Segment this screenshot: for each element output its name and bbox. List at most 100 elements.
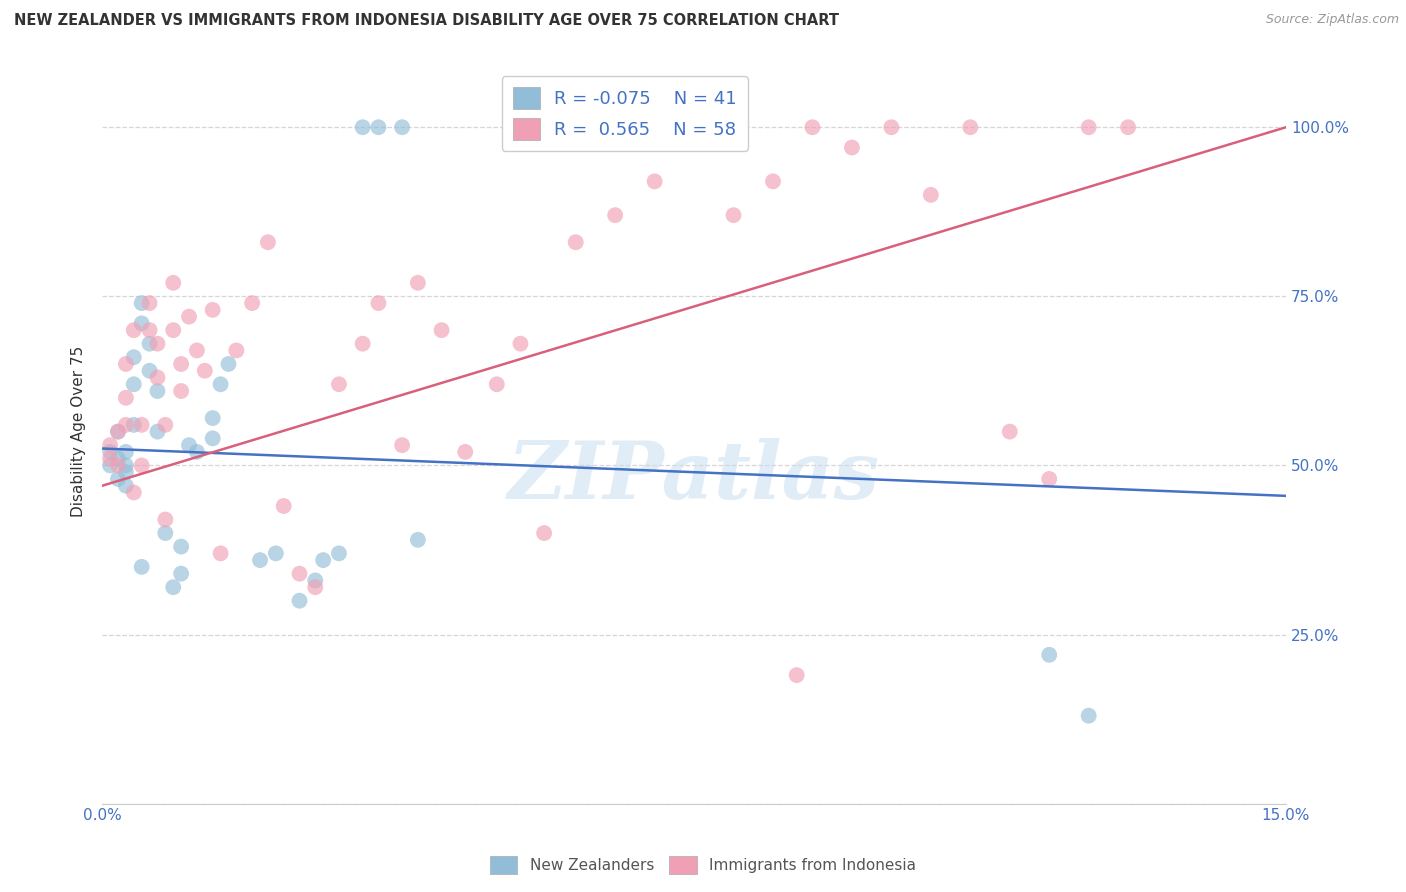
Point bbox=[177, 310, 200, 324]
Point bbox=[304, 574, 326, 588]
Point bbox=[264, 546, 287, 560]
Point bbox=[605, 208, 627, 222]
Point bbox=[391, 120, 413, 135]
Point bbox=[273, 499, 295, 513]
Point bbox=[115, 479, 138, 493]
Point bbox=[155, 417, 177, 432]
Point bbox=[170, 357, 193, 371]
Point bbox=[138, 364, 160, 378]
Point bbox=[115, 445, 138, 459]
Point bbox=[367, 296, 389, 310]
Point bbox=[1038, 472, 1060, 486]
Point bbox=[170, 384, 193, 398]
Point bbox=[131, 458, 153, 473]
Point bbox=[162, 276, 184, 290]
Point bbox=[107, 472, 129, 486]
Point bbox=[218, 357, 240, 371]
Legend: New Zealanders, Immigrants from Indonesia: New Zealanders, Immigrants from Indonesi… bbox=[484, 850, 922, 880]
Text: Source: ZipAtlas.com: Source: ZipAtlas.com bbox=[1265, 13, 1399, 27]
Point bbox=[328, 377, 350, 392]
Point bbox=[146, 370, 169, 384]
Point bbox=[998, 425, 1021, 439]
Point bbox=[288, 593, 311, 607]
Point bbox=[107, 451, 129, 466]
Point bbox=[249, 553, 271, 567]
Point bbox=[170, 540, 193, 554]
Point bbox=[115, 417, 138, 432]
Point bbox=[430, 323, 453, 337]
Point bbox=[138, 336, 160, 351]
Point bbox=[122, 485, 145, 500]
Point bbox=[328, 546, 350, 560]
Text: NEW ZEALANDER VS IMMIGRANTS FROM INDONESIA DISABILITY AGE OVER 75 CORRELATION CH: NEW ZEALANDER VS IMMIGRANTS FROM INDONES… bbox=[14, 13, 839, 29]
Point bbox=[131, 317, 153, 331]
Point bbox=[138, 296, 160, 310]
Point bbox=[391, 438, 413, 452]
Point bbox=[186, 445, 208, 459]
Point bbox=[352, 120, 374, 135]
Point bbox=[1038, 648, 1060, 662]
Point bbox=[138, 323, 160, 337]
Point bbox=[644, 174, 666, 188]
Point bbox=[454, 445, 477, 459]
Point bbox=[155, 526, 177, 541]
Point bbox=[131, 296, 153, 310]
Point bbox=[122, 350, 145, 364]
Point bbox=[209, 546, 232, 560]
Point bbox=[1077, 120, 1099, 135]
Point bbox=[122, 377, 145, 392]
Point bbox=[1116, 120, 1139, 135]
Point bbox=[115, 465, 138, 479]
Point bbox=[98, 438, 121, 452]
Point bbox=[406, 276, 429, 290]
Point bbox=[1077, 708, 1099, 723]
Point bbox=[107, 425, 129, 439]
Point bbox=[485, 377, 508, 392]
Point bbox=[146, 384, 169, 398]
Point bbox=[367, 120, 389, 135]
Point bbox=[122, 323, 145, 337]
Point bbox=[406, 533, 429, 547]
Point bbox=[920, 187, 942, 202]
Point bbox=[131, 417, 153, 432]
Point bbox=[304, 580, 326, 594]
Point bbox=[683, 120, 706, 135]
Point bbox=[225, 343, 247, 358]
Point bbox=[98, 458, 121, 473]
Point bbox=[240, 296, 263, 310]
Point bbox=[115, 357, 138, 371]
Point bbox=[201, 411, 224, 425]
Point bbox=[107, 458, 129, 473]
Point bbox=[801, 120, 824, 135]
Point bbox=[786, 668, 808, 682]
Text: ZIPatlas: ZIPatlas bbox=[508, 437, 880, 515]
Point bbox=[509, 336, 531, 351]
Point bbox=[162, 580, 184, 594]
Point bbox=[146, 425, 169, 439]
Point bbox=[880, 120, 903, 135]
Point bbox=[170, 566, 193, 581]
Point bbox=[723, 208, 745, 222]
Point bbox=[959, 120, 981, 135]
Point bbox=[312, 553, 335, 567]
Y-axis label: Disability Age Over 75: Disability Age Over 75 bbox=[72, 346, 86, 517]
Point bbox=[146, 336, 169, 351]
Point bbox=[352, 336, 374, 351]
Point bbox=[209, 377, 232, 392]
Point bbox=[107, 425, 129, 439]
Point bbox=[288, 566, 311, 581]
Point bbox=[194, 364, 217, 378]
Point bbox=[122, 417, 145, 432]
Point bbox=[201, 431, 224, 445]
Point bbox=[98, 445, 121, 459]
Point bbox=[115, 391, 138, 405]
Point bbox=[131, 560, 153, 574]
Point bbox=[257, 235, 280, 250]
Point bbox=[201, 302, 224, 317]
Point bbox=[177, 438, 200, 452]
Point bbox=[564, 235, 586, 250]
Point bbox=[155, 512, 177, 526]
Point bbox=[186, 343, 208, 358]
Legend: R = -0.075    N = 41, R =  0.565    N = 58: R = -0.075 N = 41, R = 0.565 N = 58 bbox=[502, 76, 748, 151]
Point bbox=[115, 458, 138, 473]
